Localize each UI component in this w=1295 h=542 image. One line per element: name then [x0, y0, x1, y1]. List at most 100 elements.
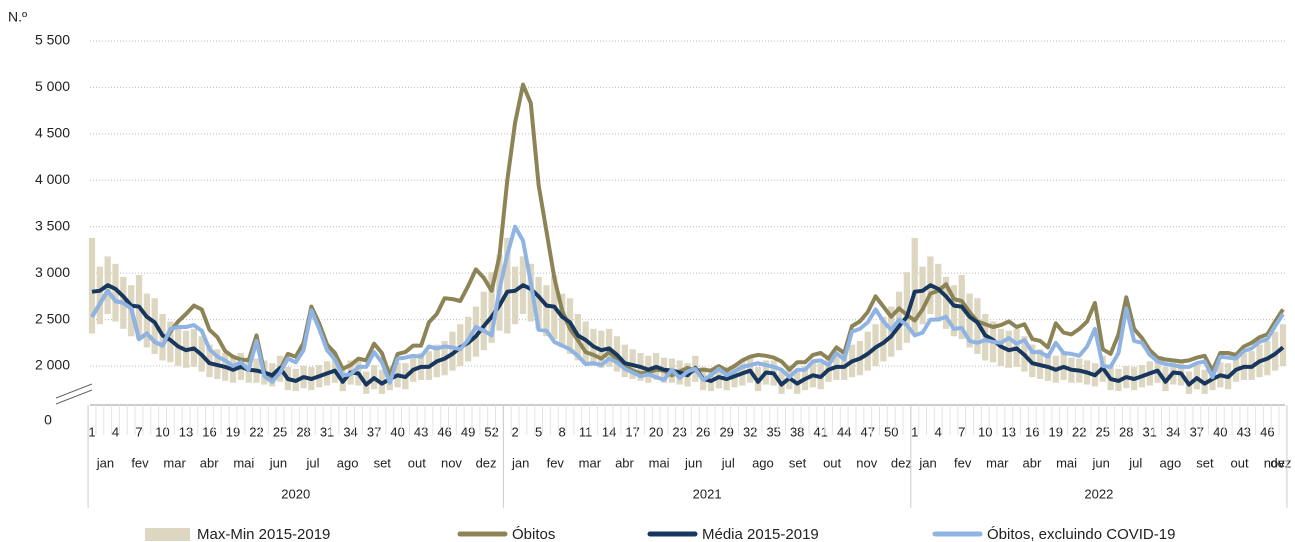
month-label: abr: [615, 455, 634, 470]
x-tick-label: 43: [414, 424, 428, 439]
x-tick-label: 37: [367, 424, 381, 439]
year-label: 2022: [1084, 486, 1113, 501]
month-label: mai: [649, 455, 670, 470]
month-label: ago: [1160, 455, 1182, 470]
x-tick-label: 5: [535, 424, 542, 439]
x-tick-label: 50: [884, 424, 898, 439]
month-label: nov: [1264, 455, 1285, 470]
month-label: out: [823, 455, 841, 470]
x-tick-label: 7: [135, 424, 142, 439]
x-tick-label: 29: [719, 424, 733, 439]
month-label: dez: [891, 455, 912, 470]
month-label: mar: [986, 455, 1009, 470]
month-label: mar: [579, 455, 602, 470]
month-label: jun: [1091, 455, 1109, 470]
month-label: nov: [441, 455, 462, 470]
range-bar: [480, 291, 487, 351]
range-bar: [911, 237, 918, 334]
x-tick-label: 28: [296, 424, 310, 439]
x-tick-label: 46: [437, 424, 451, 439]
range-bar: [96, 266, 103, 325]
month-label: nov: [856, 455, 877, 470]
x-tick-label: 40: [390, 424, 404, 439]
month-label: out: [408, 455, 426, 470]
month-label: mar: [163, 455, 186, 470]
legend-swatch: [145, 528, 190, 541]
x-tick-label: 31: [320, 424, 334, 439]
series-line: [90, 82, 1285, 381]
year-label: 2020: [281, 486, 310, 501]
x-tick-label: 38: [790, 424, 804, 439]
range-bar: [864, 331, 871, 371]
range-bar: [966, 293, 973, 348]
month-label: jul: [721, 455, 735, 470]
month-label: ago: [337, 455, 359, 470]
month-label: mai: [1056, 455, 1077, 470]
range-bar: [511, 266, 519, 325]
range-bar: [1279, 324, 1287, 366]
range-bar: [558, 293, 566, 348]
month-label: mai: [233, 455, 254, 470]
x-tick-label: 25: [1096, 424, 1110, 439]
y-break-label: 0: [44, 412, 52, 428]
range-bar: [950, 285, 958, 337]
x-tick-label: 40: [1213, 424, 1227, 439]
x-tick-label: 7: [958, 424, 965, 439]
range-bar: [880, 316, 887, 362]
x-tick-label: 43: [1237, 424, 1251, 439]
month-label: fev: [954, 455, 972, 470]
range-bar: [919, 266, 926, 325]
range-bar: [488, 272, 495, 343]
x-tick-label: 14: [602, 424, 616, 439]
range-bar: [143, 293, 150, 348]
month-label: set: [789, 455, 807, 470]
x-tick-label: 13: [1002, 424, 1016, 439]
month-label: jan: [511, 455, 529, 470]
x-tick-label: 8: [559, 424, 566, 439]
legend-label: Óbitos, excluindo COVID-19: [987, 526, 1175, 542]
month-label: ago: [752, 455, 774, 470]
x-tick-label: 16: [1025, 424, 1039, 439]
x-tick-label: 20: [649, 424, 663, 439]
x-tick-label: 1: [911, 424, 918, 439]
x-tick-label: 32: [743, 424, 757, 439]
x-tick-label: 22: [1072, 424, 1086, 439]
month-label: dez: [476, 455, 497, 470]
x-tick-label: 10: [978, 424, 992, 439]
range-bar: [449, 331, 456, 371]
x-tick-label: 22: [249, 424, 263, 439]
x-tick-label: 17: [625, 424, 639, 439]
x-tick-label: 34: [343, 424, 357, 439]
legend-label: Óbitos: [512, 526, 555, 542]
x-tick-label: 49: [461, 424, 475, 439]
series-line: [90, 224, 1285, 385]
month-label: jun: [269, 455, 287, 470]
x-tick-label: 28: [1119, 424, 1133, 439]
x-tick-label: 23: [672, 424, 686, 439]
x-tick-label: 26: [696, 424, 710, 439]
month-label: fev: [131, 455, 149, 470]
range-bar: [535, 276, 542, 329]
range-bar: [504, 237, 511, 334]
x-tick-label: 16: [202, 424, 216, 439]
range-bar: [543, 285, 550, 337]
x-tick-label: 19: [226, 424, 240, 439]
y-tick-label: 5 000: [35, 78, 70, 94]
axis-break: [55, 383, 93, 405]
month-label: jul: [306, 455, 320, 470]
x-tick-label: 52: [484, 424, 498, 439]
month-label: abr: [200, 455, 219, 470]
y-tick-label: 4 500: [35, 125, 70, 141]
month-label: set: [374, 455, 392, 470]
y-unit-label: N.º: [8, 9, 27, 25]
month-label: abr: [1023, 455, 1042, 470]
month-label: jan: [918, 455, 936, 470]
month-label: jun: [684, 455, 702, 470]
x-tick-label: 35: [766, 424, 780, 439]
x-tick-label: 47: [860, 424, 874, 439]
month-label: jul: [1128, 455, 1142, 470]
month-label: out: [1231, 455, 1249, 470]
month-label: jan: [96, 455, 114, 470]
month-label: set: [1196, 455, 1214, 470]
